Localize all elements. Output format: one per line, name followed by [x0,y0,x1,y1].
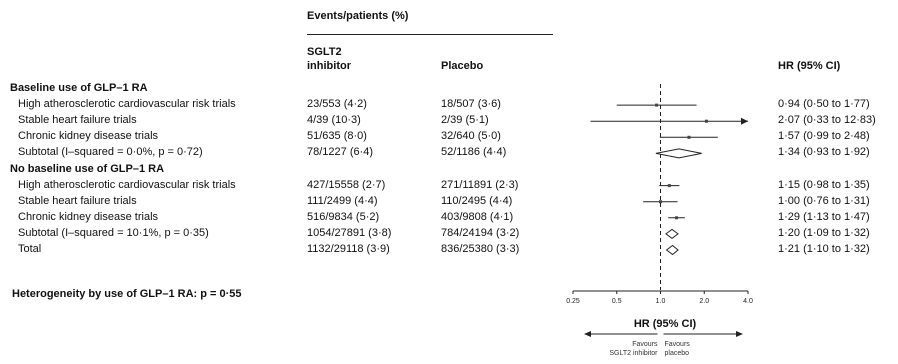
row-label: Stable heart failure trials [18,194,137,207]
placebo-events: 784/24194 (3·2) [441,226,520,239]
point-estimate [667,184,671,188]
placebo-events: 32/640 (5·0) [441,130,501,143]
hr-value: 1·21 (1·10 to 1·32) [778,243,870,255]
favours-right-line2: placebo [665,350,690,357]
hr-value: 1·29 (1·13 to 1·47) [778,210,870,223]
placebo-events: 110/2495 (4·4) [441,194,513,207]
sglt2-events: 4/39 (10·3) [307,114,361,127]
hr-value: 1·34 (0·93 to 1·92) [778,146,870,159]
hr-value: 1·20 (1·09 to 1·32) [778,226,870,239]
sglt2-events: 78/1227 (6·4) [307,146,374,159]
hr-value: 2·07 (0·33 to 12·83) [778,114,876,127]
heterogeneity-note: Heterogeneity by use of GLP–1 RA: p = 0·… [12,288,242,300]
placebo-events: 836/25380 (3·3) [441,243,520,255]
placebo-events: 2/39 (5·1) [441,114,489,127]
placebo-events: 18/507 (3·6) [441,98,501,111]
x-tick-label: 2.0 [699,298,709,305]
sglt2-events: 516/9834 (5·2) [307,210,380,223]
sglt2-events: 1054/27891 (3·8) [307,226,392,239]
placebo-events: 271/11891 (2·3) [441,178,519,191]
row-label: High atherosclerotic cardiovascular risk… [18,178,236,191]
sglt2-events: 427/15558 (2·7) [307,178,386,191]
sglt2-events: 23/553 (4·2) [307,98,367,111]
sglt2-events: 51/635 (8·0) [307,130,367,143]
favours-right-line1: Favours [665,341,691,348]
placebo-events: 52/1186 (4·4) [441,146,507,159]
placebo-header: Placebo [441,60,484,72]
point-estimate [675,216,679,220]
placebo-events: 403/9808 (4·1) [441,210,514,223]
x-tick-label: 0.5 [612,298,622,305]
row-label: Total [18,243,42,255]
row-label: High atherosclerotic cardiovascular risk… [18,98,236,111]
hr-ci-header: HR (95% CI) [778,60,841,72]
favours-left-line2: SGLT2 inhibitor [609,350,658,357]
sglt2-header-line1: SGLT2 [307,46,342,58]
hr-value: 0·94 (0·50 to 1·77) [778,98,870,111]
point-estimate [655,103,659,107]
sglt2-header-line2: inhibitor [307,60,351,72]
x-tick-label: 1.0 [656,298,666,305]
x-tick-label: 0.25 [566,298,580,305]
sglt2-events: 1132/29118 (3·9) [307,243,390,255]
point-estimate [687,135,691,139]
sglt2-events: 111/2499 (4·4) [307,194,378,207]
favours-right-arrowhead [736,331,743,337]
row-label: Chronic kidney disease trials [18,130,159,143]
row-label: Chronic kidney disease trials [18,210,159,223]
hr-value: 1·00 (0·76 to 1·31) [778,194,870,207]
summary-diamond [665,228,679,240]
row-label: Subtotal (I–squared = 10·1%, p = 0·35) [18,226,209,239]
events-group-header: Events/patients (%) [307,10,409,22]
row-label: Stable heart failure trials [18,114,137,127]
row-label: Subtotal (I–squared = 0·0%, p = 0·72) [18,146,203,159]
hr-value: 1·15 (0·98 to 1·35) [778,178,870,191]
favours-left-line1: Favours [632,341,658,348]
point-estimate [704,119,708,123]
group-header: Baseline use of GLP–1 RA [10,82,148,94]
x-tick-label: 4.0 [743,298,753,305]
summary-diamond [665,244,679,256]
group-header: No baseline use of GLP–1 RA [10,162,165,175]
point-estimate [659,200,662,204]
hr-value: 1·57 (0·99 to 2·48) [778,130,870,143]
favours-left-arrowhead [584,331,591,337]
x-axis-label: HR (95% CI) [633,318,697,330]
summary-diamond [655,148,702,159]
ci-arrow-right [741,117,748,125]
events-header-rule [307,34,553,35]
